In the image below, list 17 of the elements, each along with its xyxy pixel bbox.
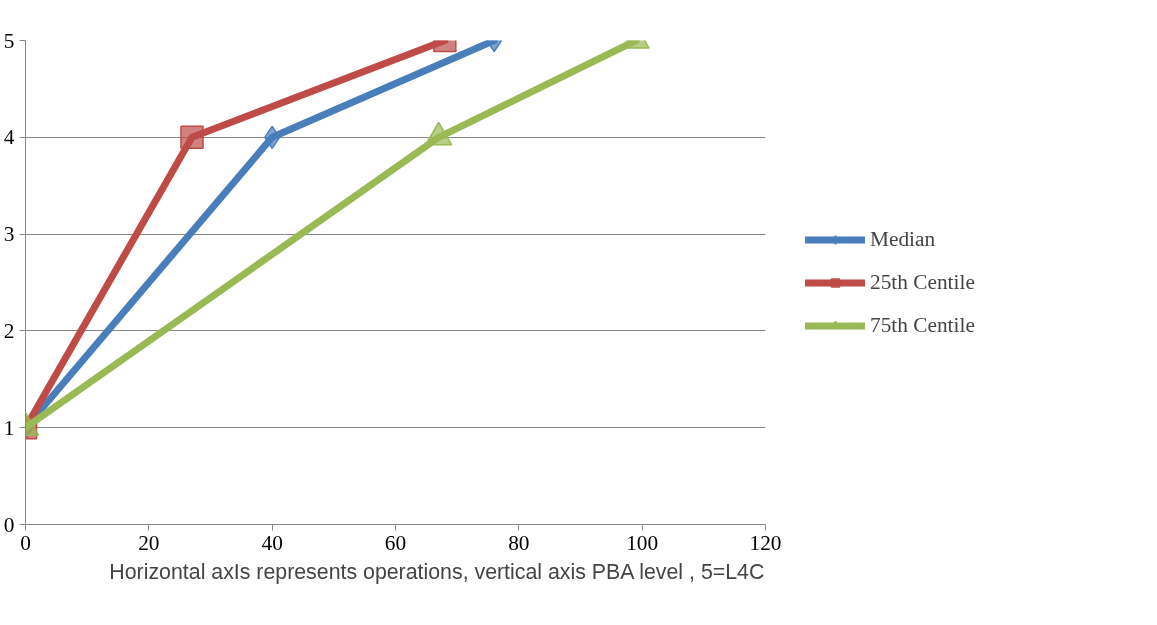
x-tick-label: 20 bbox=[138, 530, 160, 555]
x-tick-label: 100 bbox=[626, 530, 659, 555]
y-tick-label: 2 bbox=[3, 318, 15, 343]
y-tick-label: 5 bbox=[3, 28, 15, 53]
legend-label: 75th Centile bbox=[870, 312, 975, 338]
y-tick-label: 0 bbox=[3, 512, 15, 537]
y-tick-label: 1 bbox=[3, 415, 15, 440]
y-tick-label: 4 bbox=[3, 125, 15, 150]
x-tick-label: 60 bbox=[384, 530, 407, 555]
y-tick-label: 3 bbox=[3, 222, 15, 247]
x-tick-label: 120 bbox=[749, 530, 782, 555]
legend-label: Median bbox=[870, 226, 936, 252]
x-tick-label: 40 bbox=[261, 530, 283, 555]
legend-label: 25th Centile bbox=[870, 269, 975, 295]
x-tick-label: 80 bbox=[508, 530, 530, 555]
x-tick-label: 0 bbox=[20, 530, 31, 555]
text: Horizontal axIs represents operations, vertical axis PBA level , 5=L4C bbox=[109, 559, 765, 584]
